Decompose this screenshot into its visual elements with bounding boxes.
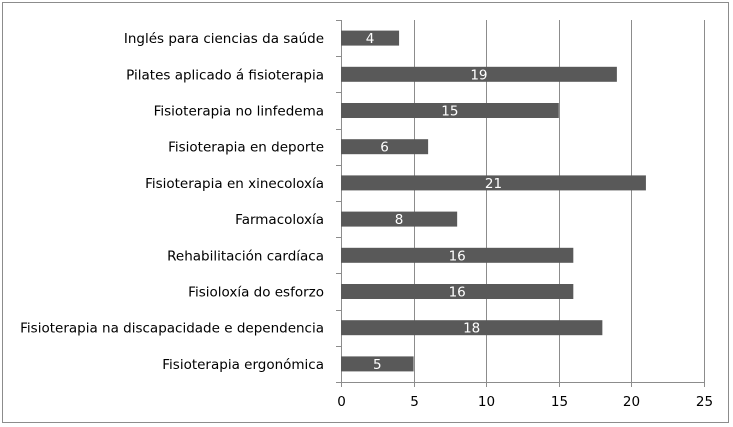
bar (341, 211, 458, 227)
category-label: Fisioterapia na discapacidade e dependen… (20, 321, 324, 337)
x-tick-label: 20 (623, 394, 640, 410)
x-tick-label: 5 (410, 394, 419, 410)
data-labels: 4 19 15 6 21 8 16 16 18 5 (366, 31, 502, 373)
bar (341, 247, 574, 263)
x-tick-label: 15 (551, 394, 568, 410)
bar (341, 66, 617, 82)
category-label: Pilates aplicado á fisioterapia (126, 67, 324, 83)
category-label: Farmacoloxía (235, 212, 324, 228)
bar (341, 320, 603, 336)
data-label: 21 (485, 176, 502, 192)
data-label: 19 (470, 67, 487, 83)
data-label: 8 (395, 212, 404, 228)
category-label: Fisioterapia ergonómica (162, 357, 324, 373)
data-label: 6 (380, 140, 389, 156)
data-label: 4 (366, 31, 375, 47)
bar (341, 356, 414, 372)
bars (341, 30, 646, 372)
bar (341, 139, 429, 155)
data-label: 15 (441, 104, 458, 120)
data-label: 5 (373, 357, 382, 373)
category-labels: Inglés para ciencias da saúde Pilates apl… (20, 31, 324, 373)
x-tick-label: 25 (696, 394, 713, 410)
bar (341, 30, 400, 46)
category-label: Rehabilitación cardíaca (167, 248, 324, 264)
category-label: Fisioterapia en deporte (168, 140, 324, 156)
x-tick-label: 10 (478, 394, 495, 410)
bar (341, 284, 574, 299)
category-label: Fisioloxía do esforzo (188, 285, 324, 301)
data-label: 16 (449, 285, 466, 301)
data-label: 18 (463, 321, 480, 337)
x-tick-label: 0 (337, 394, 346, 410)
category-label: Inglés para ciencias da saúde (124, 31, 324, 47)
x-tick-labels: 0 5 10 15 20 25 (337, 394, 713, 410)
category-label: Fisioterapia no linfedema (154, 104, 324, 120)
bar (341, 103, 559, 118)
data-label: 16 (449, 248, 466, 264)
category-label: Fisioterapia en xinecoloxía (145, 176, 324, 192)
bar (341, 175, 646, 191)
